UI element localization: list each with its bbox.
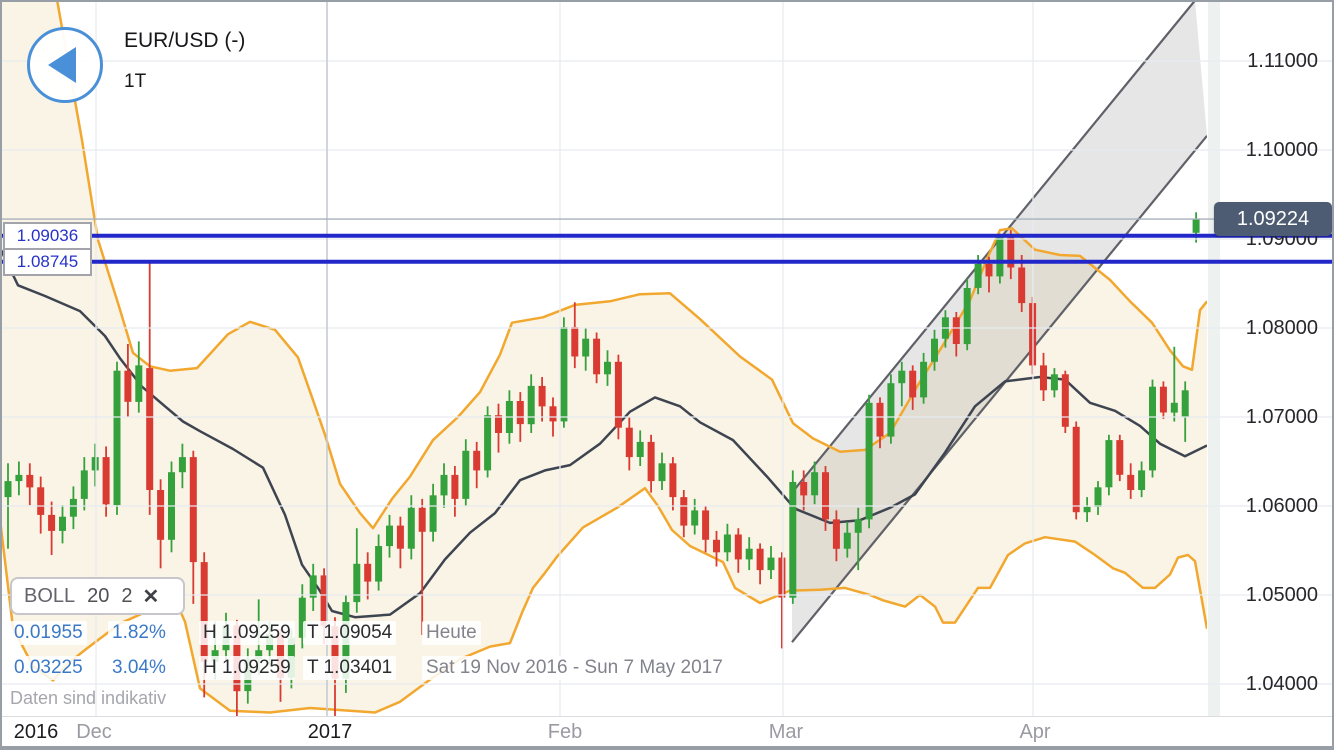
stat-low-period: T 1.03401 [303,656,397,680]
symbol-title: EUR/USD (-) [118,28,252,54]
time-axis-label-feb: Feb [542,721,588,744]
stat-value-period: 0.03225 [10,656,87,680]
stat-range-period: Sat 19 Nov 2016 - Sun 7 May 2017 [422,656,727,680]
stat-value-today: 0.01955 [10,621,87,645]
time-axis-label-2016: 2016 [8,721,64,744]
time-axis-label-apr: Apr [1014,721,1056,744]
time-axis-label-dec: Dec [71,721,117,744]
indicator-chip-boll[interactable]: BOLL 20 2 ✕ [10,577,185,615]
stat-high-period: H 1.09259 [199,656,295,680]
time-axis: 2016 Dec 2017 Feb Mar Apr [0,716,1334,746]
stat-percent-period: 3.04% [108,656,170,680]
stat-range-today: Heute [422,621,481,645]
time-axis-label-mar: Mar [763,721,809,744]
timeframe-selector[interactable]: 1T [118,70,153,94]
back-arrow-icon [48,47,76,83]
stat-percent-today: 1.82% [108,621,170,645]
indicator-period: 20 [87,584,110,607]
stat-high-today: H 1.09259 [199,621,295,645]
indicator-close-icon[interactable]: ✕ [142,585,160,608]
stat-low-today: T 1.09054 [303,621,397,645]
current-price-badge: 1.09224 [1214,202,1332,237]
indicator-deviation: 2 [121,584,133,607]
time-axis-label-2017: 2017 [302,721,358,744]
disclaimer-text: Daten sind indikativ [10,688,167,708]
alert-line-label-upper[interactable]: 1.09036 [3,221,92,250]
alert-line-label-lower[interactable]: 1.08745 [3,247,92,276]
back-button[interactable] [27,27,103,103]
indicator-name: BOLL [24,584,76,607]
